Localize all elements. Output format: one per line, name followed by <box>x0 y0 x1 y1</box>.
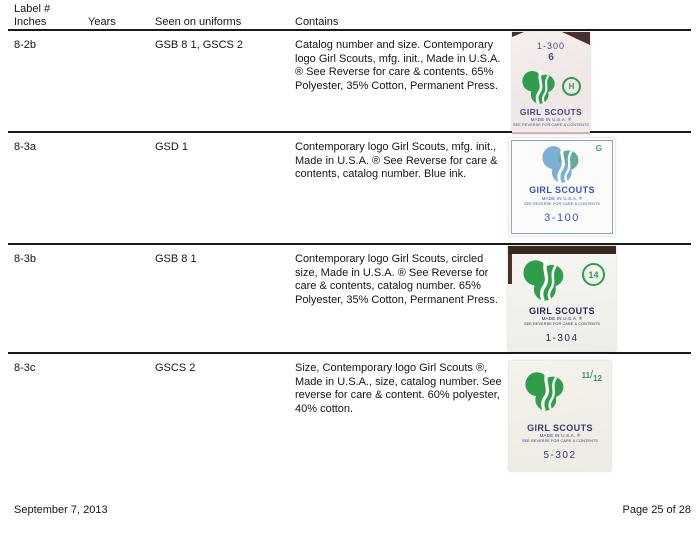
uniform-label-photo: 1-300 6 H GIRL SCOUTS MADE IN U <box>512 32 590 134</box>
label-brand-text: GIRL SCOUTS <box>527 423 593 433</box>
cell-seen-on-uniforms: GSB 8 1, GSCS 2 <box>155 39 244 51</box>
label-size-numerator: 11 <box>581 371 591 380</box>
label-made-in-text: MADE IN U.S.A. ® <box>539 433 581 438</box>
header-label-number: Label # <box>14 3 51 15</box>
label-catalog-number: 1-300 <box>536 41 566 51</box>
label-care-text: SEE REVERSE FOR CARE & CONTENTS <box>512 123 590 127</box>
cell-years <box>88 354 155 489</box>
cell-contains: Contemporary logo Girl Scouts, mfg. init… <box>295 141 498 180</box>
label-care-text: SEE REVERSE FOR CARE & CONTENTS <box>521 439 599 443</box>
cell-label-number: 8-3b <box>14 253 37 265</box>
table-header: Label # Inches Years Seen on uniforms Co… <box>8 0 691 31</box>
table-row: 8-3a GSD 1 Contemporary logo Girl Scouts… <box>8 133 691 245</box>
table-row: 8-3b GSB 8 1 Contemporary logo Girl Scou… <box>8 245 691 354</box>
label-catalog-number: 5-302 <box>543 450 577 461</box>
label-brand-text: GIRL SCOUTS <box>529 306 595 316</box>
table-row: 8-3c GSCS 2 Size, Contemporary logo Girl… <box>8 354 691 489</box>
label-border-frame <box>511 140 613 234</box>
footer-date: September 7, 2013 <box>14 504 108 516</box>
girl-scouts-trefoil-icon <box>520 70 558 107</box>
footer-page-indicator: Page 25 of 28 <box>622 504 691 516</box>
cell-years <box>88 245 155 352</box>
uniform-label-photo: 14 GIRL SCOUTS MADE IN U.S.A. ® SEE REVE… <box>508 246 616 351</box>
label-size-number: 6 <box>548 52 554 63</box>
label-care-text: SEE REVERSE FOR CARE & CONTENTS <box>523 202 601 206</box>
cell-label-number: 8-3c <box>14 362 36 374</box>
cell-photo: 14 GIRL SCOUTS MADE IN U.S.A. ® SEE REVE… <box>508 245 691 352</box>
uniform-fabric-edge <box>508 254 512 284</box>
cell-photo: G GIRL SCOUTS MADE IN U.S.A. ® SEE REV <box>508 133 691 243</box>
uniform-fabric-corner <box>512 32 524 37</box>
label-corner-mark: G <box>595 144 602 153</box>
cell-years <box>88 31 155 134</box>
label-size-denominator: 12 <box>593 374 602 383</box>
header-seen-on-uniforms: Seen on uniforms <box>155 16 242 28</box>
uniform-label-photo: 11/12 GIRL SCOUTS MADE IN U.S.A. ® SEE R… <box>509 361 611 471</box>
cell-photo: 1-300 6 H GIRL SCOUTS MADE IN U <box>508 31 691 134</box>
cell-years <box>88 133 155 243</box>
header-years: Years <box>88 16 116 28</box>
label-size-slash: / <box>590 369 594 381</box>
circled-size-badge: H <box>562 77 581 96</box>
header-contains: Contains <box>295 16 339 28</box>
uniform-fabric-edge <box>508 246 616 254</box>
label-made-in-text: MADE IN U.S.A. ® <box>530 117 572 122</box>
label-brand-text: GIRL SCOUTS <box>529 185 595 195</box>
cell-contains: Catalog number and size. Contemporary lo… <box>295 39 501 92</box>
header-inches: Inches <box>14 16 47 28</box>
label-size-fraction: 11/12 <box>581 369 602 383</box>
girl-scouts-trefoil-icon <box>540 145 582 186</box>
label-made-in-text: MADE IN U.S.A. ® <box>541 316 583 321</box>
table-row: 8-2b GSB 8 1, GSCS 2 Catalog number and … <box>8 31 691 134</box>
cell-label-number: 8-2b <box>14 39 37 51</box>
circled-size-badge: 14 <box>582 263 605 286</box>
uniform-label-table: Label # Inches Years Seen on uniforms Co… <box>8 0 691 489</box>
cell-label-number: 8-3a <box>14 141 37 153</box>
label-catalog-number: 3-100 <box>544 212 580 224</box>
label-catalog-number: 1-304 <box>545 333 579 344</box>
girl-scouts-trefoil-icon <box>521 259 567 304</box>
label-care-text: SEE REVERSE FOR CARE & CONTENTS <box>523 322 601 326</box>
cell-seen-on-uniforms: GSB 8 1 <box>155 253 197 265</box>
uniform-label-photo: G GIRL SCOUTS MADE IN U.S.A. ® SEE REV <box>509 138 615 236</box>
cell-contains: Size, Contemporary logo Girl Scouts ®, M… <box>295 362 502 415</box>
label-brand-text: GIRL SCOUTS <box>519 107 583 117</box>
cell-seen-on-uniforms: GSCS 2 <box>155 362 196 374</box>
cell-seen-on-uniforms: GSD 1 <box>155 141 189 153</box>
cell-photo: 11/12 GIRL SCOUTS MADE IN U.S.A. ® SEE R… <box>508 354 691 489</box>
cell-contains: Contemporary logo Girl Scouts, circled s… <box>295 253 498 306</box>
page-footer: September 7, 2013 Page 25 of 28 <box>14 504 691 516</box>
girl-scouts-trefoil-icon <box>523 371 567 414</box>
label-made-in-text: MADE IN U.S.A. ® <box>541 196 583 201</box>
